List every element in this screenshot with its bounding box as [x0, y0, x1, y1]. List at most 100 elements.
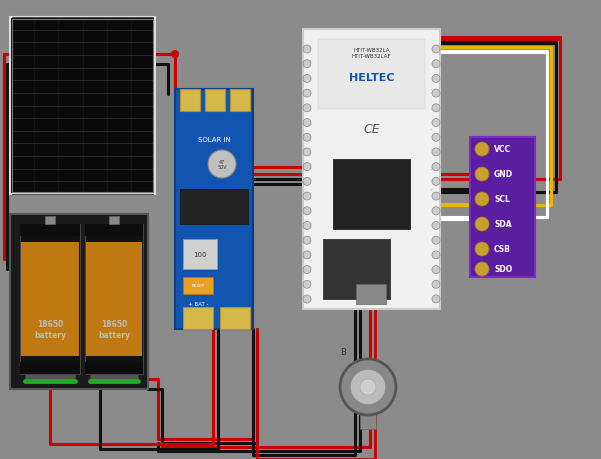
- Bar: [12, 20, 153, 193]
- Circle shape: [303, 105, 311, 112]
- Circle shape: [303, 119, 311, 127]
- Bar: [85, 224, 143, 374]
- Text: SOLAR IN: SOLAR IN: [198, 137, 230, 143]
- Circle shape: [432, 75, 440, 83]
- Bar: [230, 90, 250, 112]
- Circle shape: [303, 295, 311, 303]
- Bar: [10, 18, 155, 195]
- Circle shape: [432, 61, 440, 68]
- Circle shape: [208, 151, 236, 179]
- Bar: [318, 40, 425, 110]
- Text: ·: ·: [430, 85, 434, 95]
- Circle shape: [432, 222, 440, 230]
- Text: SDA: SDA: [494, 220, 511, 229]
- Circle shape: [432, 266, 440, 274]
- Circle shape: [303, 266, 311, 274]
- Bar: [86, 242, 142, 356]
- Text: HELTEC: HELTEC: [349, 73, 394, 83]
- Bar: [10, 214, 148, 389]
- Circle shape: [303, 163, 311, 171]
- Circle shape: [303, 149, 311, 157]
- Text: GND: GND: [494, 170, 513, 179]
- Circle shape: [432, 178, 440, 186]
- Bar: [183, 277, 213, 294]
- Circle shape: [475, 168, 489, 182]
- Text: B: B: [340, 348, 346, 357]
- Bar: [85, 224, 143, 236]
- Circle shape: [432, 134, 440, 142]
- Bar: [109, 217, 119, 224]
- Circle shape: [475, 193, 489, 207]
- Bar: [25, 374, 75, 380]
- Bar: [20, 224, 80, 374]
- Bar: [180, 190, 248, 224]
- Circle shape: [171, 51, 179, 59]
- Bar: [220, 308, 250, 329]
- Bar: [20, 224, 80, 236]
- Text: 100: 100: [194, 252, 207, 257]
- Circle shape: [303, 252, 311, 259]
- Text: CSB: CSB: [494, 245, 511, 254]
- Text: VCC: VCC: [494, 145, 511, 154]
- Text: HTIT-WB32LA
HTIT-WB32LAF: HTIT-WB32LA HTIT-WB32LAF: [352, 48, 391, 59]
- Bar: [183, 240, 217, 269]
- Circle shape: [432, 149, 440, 157]
- Circle shape: [432, 105, 440, 112]
- Circle shape: [432, 207, 440, 215]
- Text: + BAT -: + BAT -: [188, 302, 209, 307]
- Circle shape: [432, 237, 440, 245]
- Text: 18650
battery: 18650 battery: [34, 319, 66, 339]
- Circle shape: [432, 252, 440, 259]
- Circle shape: [303, 75, 311, 83]
- Bar: [323, 240, 390, 299]
- Circle shape: [432, 295, 440, 303]
- Bar: [333, 160, 410, 230]
- Circle shape: [303, 46, 311, 54]
- Text: ·: ·: [430, 145, 434, 155]
- Bar: [180, 90, 200, 112]
- Circle shape: [360, 379, 376, 395]
- Text: ·: ·: [430, 105, 434, 115]
- Circle shape: [303, 281, 311, 289]
- Bar: [356, 285, 386, 304]
- Circle shape: [303, 61, 311, 68]
- Circle shape: [432, 193, 440, 201]
- Text: ·: ·: [430, 185, 434, 195]
- Bar: [21, 242, 79, 356]
- Circle shape: [432, 46, 440, 54]
- Circle shape: [432, 163, 440, 171]
- Text: SCL: SCL: [494, 195, 510, 204]
- Circle shape: [303, 193, 311, 201]
- Circle shape: [303, 134, 311, 142]
- Circle shape: [475, 143, 489, 157]
- Circle shape: [303, 90, 311, 98]
- Bar: [205, 90, 225, 112]
- Bar: [175, 90, 253, 329]
- Text: 18650
battery: 18650 battery: [98, 319, 130, 339]
- Bar: [183, 308, 213, 329]
- Bar: [85, 362, 143, 374]
- Text: CE: CE: [363, 123, 380, 136]
- Circle shape: [432, 119, 440, 127]
- Circle shape: [475, 263, 489, 276]
- Circle shape: [432, 281, 440, 289]
- Text: ·: ·: [430, 125, 434, 134]
- Circle shape: [432, 90, 440, 98]
- Bar: [20, 362, 80, 374]
- Circle shape: [340, 359, 396, 415]
- Text: 47
50V: 47 50V: [217, 159, 227, 170]
- Text: RESET: RESET: [191, 283, 204, 287]
- Bar: [470, 138, 535, 277]
- Text: ·: ·: [430, 165, 434, 174]
- Text: SDO: SDO: [494, 265, 512, 274]
- Bar: [360, 405, 376, 429]
- Circle shape: [303, 222, 311, 230]
- Bar: [90, 374, 138, 380]
- Circle shape: [475, 242, 489, 257]
- Bar: [303, 30, 440, 309]
- Circle shape: [475, 218, 489, 231]
- Circle shape: [303, 207, 311, 215]
- Circle shape: [303, 178, 311, 186]
- Circle shape: [350, 369, 386, 405]
- Circle shape: [303, 237, 311, 245]
